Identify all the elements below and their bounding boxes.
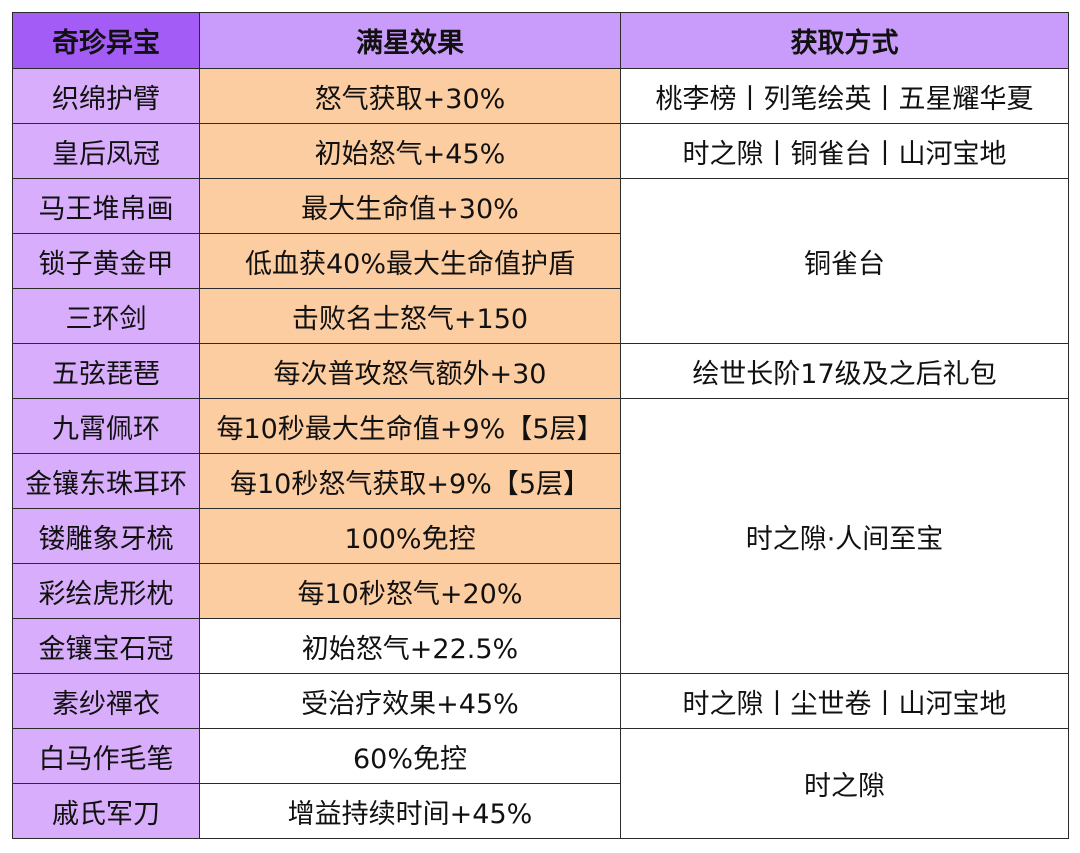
acquisition-method: 时之隙 bbox=[620, 728, 1069, 839]
acquisition-method: 时之隙丨尘世卷丨山河宝地 bbox=[620, 673, 1069, 729]
treasure-table: 奇珍异宝 满星效果 获取方式 织绵护臂 怒气获取+30% 桃李榜丨列笔绘英丨五星耀华… bbox=[12, 12, 1069, 839]
full-star-effect: 每10秒最大生命值+9%【5层】 bbox=[199, 398, 621, 454]
header-source: 获取方式 bbox=[620, 12, 1069, 69]
table-row: 彩绘虎形枕 每10秒怒气+20% bbox=[12, 563, 1069, 619]
treasure-name: 五弦琵琶 bbox=[12, 343, 200, 399]
full-star-effect: 怒气获取+30% bbox=[199, 68, 621, 124]
full-star-effect: 初始怒气+45% bbox=[199, 123, 621, 179]
header-effect: 满星效果 bbox=[199, 12, 621, 69]
header-treasure: 奇珍异宝 bbox=[12, 12, 200, 69]
treasure-name: 锁子黄金甲 bbox=[12, 233, 200, 289]
acquisition-method: 桃李榜丨列笔绘英丨五星耀华夏 bbox=[620, 68, 1069, 124]
table-row: 九霄佩环 每10秒最大生命值+9%【5层】 时之隙·人间至宝 bbox=[12, 398, 1069, 674]
header-row: 奇珍异宝 满星效果 获取方式 bbox=[12, 12, 1069, 69]
full-star-effect: 初始怒气+22.5% bbox=[199, 618, 621, 674]
table-row: 三环剑 击败名士怒气+150 bbox=[12, 288, 1069, 344]
treasure-name: 织绵护臂 bbox=[12, 68, 200, 124]
full-star-effect: 低血获40%最大生命值护盾 bbox=[199, 233, 621, 289]
treasure-name: 白马作毛笔 bbox=[12, 728, 200, 784]
treasure-name: 戚氏军刀 bbox=[12, 783, 200, 839]
full-star-effect: 受治疗效果+45% bbox=[199, 673, 621, 729]
full-star-effect: 60%免控 bbox=[199, 728, 621, 784]
full-star-effect: 每次普攻怒气额外+30 bbox=[199, 343, 621, 399]
table-row: 金镶宝石冠 初始怒气+22.5% bbox=[12, 618, 1069, 674]
treasure-name: 九霄佩环 bbox=[12, 398, 200, 454]
table-row: 金镶东珠耳环 每10秒怒气获取+9%【5层】 bbox=[12, 453, 1069, 509]
full-star-effect: 增益持续时间+45% bbox=[199, 783, 621, 839]
table-row: 白马作毛笔 60%免控 时之隙 bbox=[12, 728, 1069, 839]
table-row: 戚氏军刀 增益持续时间+45% bbox=[12, 783, 1069, 839]
table-row: 镂雕象牙梳 100%免控 bbox=[12, 508, 1069, 564]
table-row: 织绵护臂 怒气获取+30% 桃李榜丨列笔绘英丨五星耀华夏 bbox=[12, 68, 1069, 124]
treasure-name: 金镶宝石冠 bbox=[12, 618, 200, 674]
full-star-effect: 最大生命值+30% bbox=[199, 178, 621, 234]
table-row: 五弦琵琶 每次普攻怒气额外+30 绘世长阶17级及之后礼包 bbox=[12, 343, 1069, 399]
table-row: 素纱禪衣 受治疗效果+45% 时之隙丨尘世卷丨山河宝地 bbox=[12, 673, 1069, 729]
full-star-effect: 每10秒怒气获取+9%【5层】 bbox=[199, 453, 621, 509]
treasure-name: 素纱禪衣 bbox=[12, 673, 200, 729]
full-star-effect: 每10秒怒气+20% bbox=[199, 563, 621, 619]
treasure-name: 彩绘虎形枕 bbox=[12, 563, 200, 619]
table-row: 皇后凤冠 初始怒气+45% 时之隙丨铜雀台丨山河宝地 bbox=[12, 123, 1069, 179]
full-star-effect: 击败名士怒气+150 bbox=[199, 288, 621, 344]
treasure-name: 马王堆帛画 bbox=[12, 178, 200, 234]
treasure-name: 皇后凤冠 bbox=[12, 123, 200, 179]
acquisition-method: 铜雀台 bbox=[620, 178, 1069, 344]
table-row: 马王堆帛画 最大生命值+30% 铜雀台 bbox=[12, 178, 1069, 344]
acquisition-method: 时之隙丨铜雀台丨山河宝地 bbox=[620, 123, 1069, 179]
treasure-name: 三环剑 bbox=[12, 288, 200, 344]
acquisition-method: 绘世长阶17级及之后礼包 bbox=[620, 343, 1069, 399]
treasure-name: 金镶东珠耳环 bbox=[12, 453, 200, 509]
table-row: 锁子黄金甲 低血获40%最大生命值护盾 bbox=[12, 233, 1069, 289]
treasure-name: 镂雕象牙梳 bbox=[12, 508, 200, 564]
acquisition-method: 时之隙·人间至宝 bbox=[620, 398, 1069, 674]
full-star-effect: 100%免控 bbox=[199, 508, 621, 564]
